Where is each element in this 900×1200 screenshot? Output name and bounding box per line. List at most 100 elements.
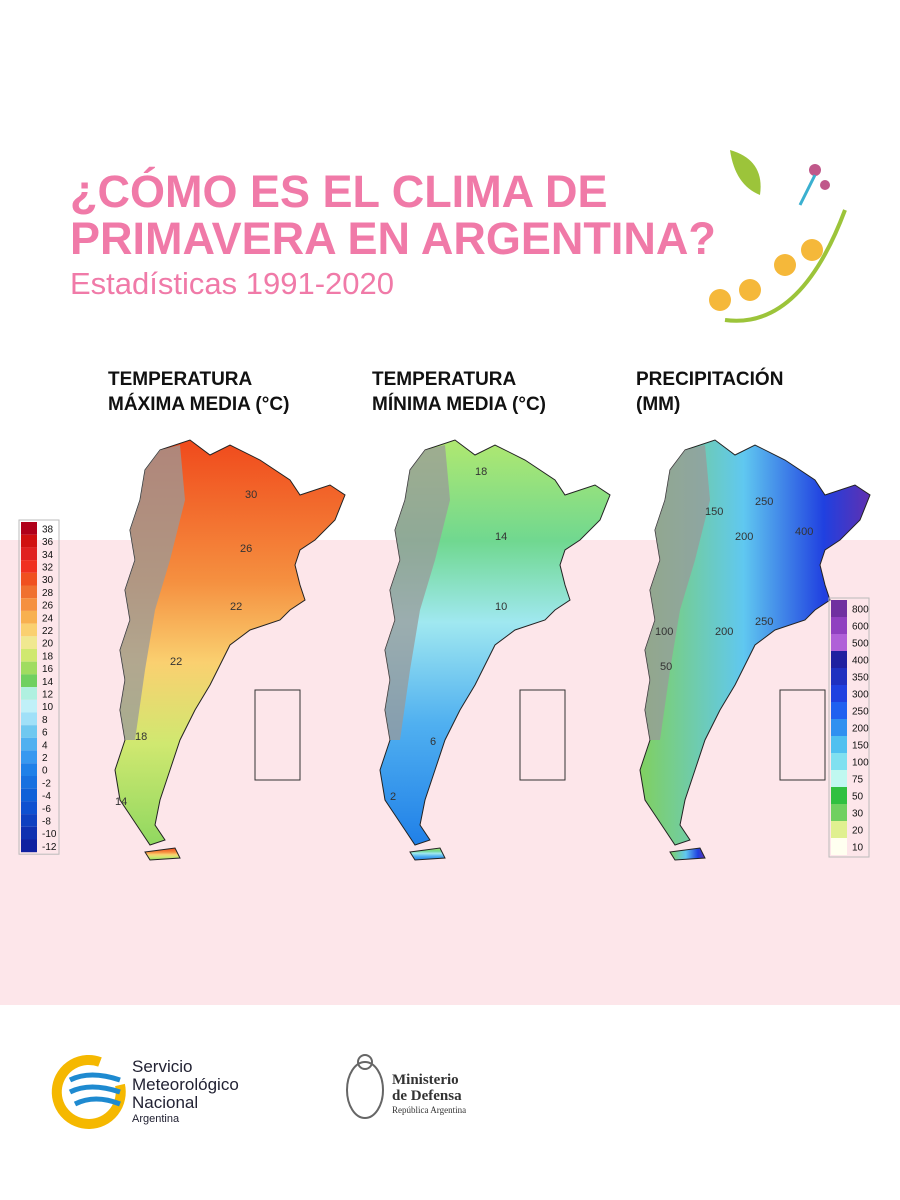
- ministry-text: de Defensa: [392, 1088, 462, 1104]
- inset-box: [779, 689, 826, 781]
- contour-label: 22: [170, 656, 182, 668]
- legend: 800 600 500 400 350 300 250 200 150 100 75 50 30 20 10: [828, 597, 870, 858]
- legend-swatch: [831, 600, 847, 617]
- legend-swatch: [21, 788, 37, 802]
- panel-title: (MM): [636, 394, 680, 415]
- legend-label: -8: [42, 816, 51, 827]
- legend-swatch: [21, 750, 37, 764]
- legend-label: 28: [42, 588, 54, 599]
- legend-label: 800: [852, 605, 869, 616]
- contour-label: 200: [735, 531, 753, 543]
- legend-label: 16: [42, 664, 54, 675]
- legend-swatch: [831, 617, 847, 634]
- legend-label: 10: [42, 702, 54, 713]
- legend-swatch: [21, 712, 37, 726]
- legend-label: 26: [42, 601, 54, 612]
- legend-swatch: [21, 801, 37, 815]
- legend-swatch: [831, 634, 847, 651]
- legend-swatch: [831, 719, 847, 736]
- legend-swatch: [831, 651, 847, 668]
- inset-box: [254, 689, 301, 781]
- title: PRIMAVERA EN ARGENTINA?: [70, 213, 716, 264]
- legend-label: 36: [42, 537, 54, 548]
- subtitle: Estadísticas 1991-2020: [70, 266, 394, 301]
- legend-label: 50: [852, 792, 864, 803]
- contour-label: 30: [245, 489, 257, 501]
- legend-label: 500: [852, 639, 869, 650]
- legend-swatch: [21, 763, 37, 776]
- legend-swatch: [21, 814, 37, 827]
- legend-label: 32: [42, 562, 54, 573]
- panel-title: TEMPERATURA: [108, 369, 253, 390]
- decoration: [709, 150, 847, 323]
- ministry-text: Ministerio: [392, 1072, 459, 1088]
- legend-frame: [18, 519, 60, 855]
- legend-label: 300: [852, 690, 869, 701]
- legend-swatch: [21, 826, 37, 840]
- contour-label: 150: [705, 506, 723, 518]
- contour-label: 18: [135, 731, 147, 743]
- contour-label: 400: [795, 526, 813, 538]
- legend-label: 8: [42, 715, 48, 726]
- legend-swatch: [21, 585, 37, 599]
- panel-title: MÍNIMA MEDIA (°C): [372, 393, 546, 415]
- legend-swatch: [21, 674, 37, 688]
- legend: 38363432302826242220181614121086420-2-4-…: [18, 519, 60, 855]
- contour-label: 14: [495, 531, 507, 543]
- legend-label: 0: [42, 766, 48, 777]
- footer: Servicio Meteorológico Nacional Argentin…: [51, 1054, 466, 1129]
- legend-label: 34: [42, 550, 54, 561]
- legend-swatch: [21, 522, 37, 535]
- contour-label: 22: [230, 601, 242, 613]
- legend-swatch: [21, 598, 37, 611]
- legend-swatch: [831, 770, 847, 787]
- map: 18 14 10 6 2: [379, 439, 611, 861]
- legend-swatch: [21, 610, 37, 624]
- legend-swatch: [21, 725, 37, 738]
- legend-label: -2: [42, 778, 51, 789]
- panel-title: PRECIPITACIÓN: [636, 368, 783, 390]
- contour-label: 2: [390, 791, 396, 803]
- legend-label: 30: [852, 809, 864, 820]
- smn-text: Argentina: [132, 1113, 180, 1125]
- inset-box: [519, 689, 566, 781]
- legend-label: 24: [42, 613, 54, 624]
- tierra-del-fuego: [409, 847, 446, 861]
- legend-label: 30: [42, 575, 54, 586]
- legend-label: -10: [42, 829, 57, 840]
- legend-swatch: [21, 776, 37, 789]
- legend-frame: [828, 597, 870, 858]
- legend-label: 18: [42, 651, 54, 662]
- legend-label: 20: [42, 639, 54, 650]
- legend-label: 250: [852, 707, 869, 718]
- map: 30 26 22 22 18 14: [114, 439, 346, 861]
- legend-swatch: [21, 636, 37, 649]
- contour-label: 100: [655, 626, 673, 638]
- legend-label: 22: [42, 626, 54, 637]
- legend-swatch: [21, 687, 37, 700]
- ministry-text: República Argentina: [392, 1105, 466, 1115]
- legend-swatch: [21, 839, 37, 853]
- legend-swatch: [831, 668, 847, 685]
- contour-label: 26: [240, 543, 252, 555]
- legend-swatch: [831, 753, 847, 770]
- legend-label: -4: [42, 791, 51, 802]
- legend-label: 600: [852, 622, 869, 633]
- legend-label: -6: [42, 804, 51, 815]
- legend-label: 4: [42, 740, 48, 751]
- legend-label: 100: [852, 758, 869, 769]
- contour-label: 250: [755, 496, 773, 508]
- legend-label: 6: [42, 728, 48, 739]
- tierra-del-fuego: [669, 847, 706, 861]
- legend-label: -12: [42, 842, 57, 853]
- contour-label: 250: [755, 616, 773, 628]
- smn-text: Servicio: [132, 1057, 192, 1076]
- legend-label: 20: [852, 826, 864, 837]
- legend-swatch: [21, 737, 37, 751]
- panel-title: MÁXIMA MEDIA (°C): [108, 393, 289, 415]
- contour-label: 6: [430, 736, 436, 748]
- legend-swatch: [21, 547, 37, 561]
- legend-label: 14: [42, 677, 54, 688]
- legend-swatch: [831, 821, 847, 838]
